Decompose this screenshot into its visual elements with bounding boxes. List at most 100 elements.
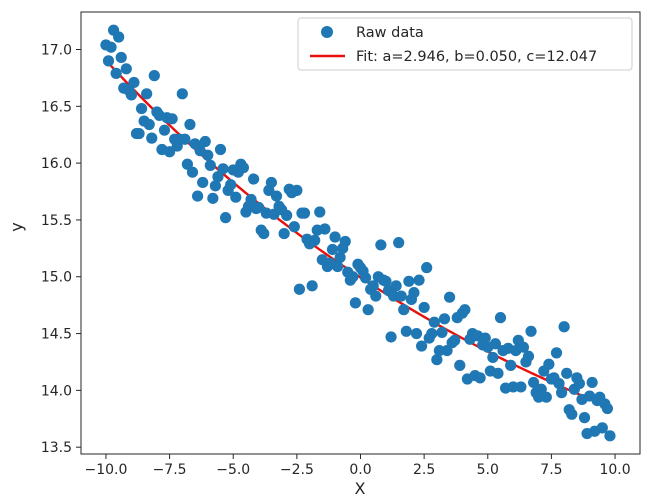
data-point <box>291 184 303 196</box>
data-point <box>293 283 306 295</box>
data-point <box>209 180 221 192</box>
data-point <box>128 76 140 89</box>
data-point <box>370 290 382 302</box>
data-point <box>398 304 410 316</box>
data-point <box>143 118 155 131</box>
data-point <box>230 191 242 203</box>
x-tick-label: 2.5 <box>413 462 435 478</box>
x-tick-label: −2.5 <box>280 462 314 478</box>
data-point <box>408 287 420 299</box>
data-point <box>219 212 232 224</box>
data-point <box>115 51 127 64</box>
data-point <box>186 166 199 178</box>
data-point <box>245 193 257 206</box>
data-point <box>339 235 351 248</box>
y-tick-label: 14.5 <box>41 327 72 343</box>
data-point <box>148 70 160 82</box>
data-point <box>492 367 504 379</box>
x-tick-label: 10.0 <box>599 462 630 478</box>
data-point <box>105 41 117 53</box>
data-point <box>418 301 430 314</box>
x-tick-label: −7.5 <box>153 462 187 478</box>
data-point <box>146 132 158 144</box>
data-point <box>395 290 407 302</box>
data-point <box>431 354 443 366</box>
data-point <box>494 312 507 324</box>
data-point <box>204 159 216 171</box>
y-axis: 13.5 14.0 14.5 15.0 15.5 16.0 16.5 17.0 <box>41 42 81 456</box>
data-point <box>281 209 293 221</box>
data-point <box>125 89 137 101</box>
data-point <box>413 274 425 286</box>
data-point <box>334 251 346 264</box>
data-point <box>133 127 145 140</box>
data-point <box>179 133 191 145</box>
data-point <box>166 113 178 125</box>
data-point <box>176 88 188 100</box>
y-axis-label: y <box>7 222 26 231</box>
data-point <box>489 338 502 350</box>
data-point <box>400 325 412 337</box>
data-point <box>217 163 229 175</box>
data-point <box>375 239 387 251</box>
y-tick-label: 16.5 <box>41 99 72 115</box>
data-point <box>359 272 372 284</box>
x-tick-label: 7.5 <box>540 462 562 478</box>
data-point <box>528 376 540 389</box>
data-point <box>596 422 608 434</box>
data-point <box>199 135 211 148</box>
data-point <box>212 171 224 183</box>
data-point <box>385 331 397 343</box>
data-point <box>326 243 339 256</box>
data-point <box>390 280 402 292</box>
x-axis: −10.0 −7.5 −5.0 −2.5 0.0 2.5 5.0 7.5 10.0 <box>84 454 631 478</box>
data-point <box>258 227 270 240</box>
data-point <box>393 237 405 249</box>
y-tick-label: 15.0 <box>41 270 72 286</box>
data-point <box>550 347 563 359</box>
data-point <box>237 162 250 174</box>
data-point <box>247 173 260 185</box>
data-point <box>604 430 616 442</box>
legend: Raw data Fit: a=2.946, b=0.050, c=12.047 <box>297 17 633 71</box>
data-point <box>120 63 132 75</box>
data-point <box>110 67 122 79</box>
data-point <box>601 402 614 415</box>
x-tick-label: −5.0 <box>216 462 250 478</box>
x-axis-label: X <box>355 479 366 498</box>
legend-raw-data-label: Raw data <box>356 25 424 41</box>
data-point <box>474 372 486 384</box>
data-point <box>319 223 331 235</box>
data-points-layer <box>100 24 616 442</box>
data-point <box>441 345 453 357</box>
data-point <box>543 358 555 370</box>
data-point <box>367 280 379 292</box>
data-point <box>184 118 196 131</box>
data-point <box>181 158 193 170</box>
legend-raw-data-marker <box>321 26 333 38</box>
data-point <box>265 176 278 189</box>
x-tick-label: 5.0 <box>477 462 499 478</box>
data-point <box>558 321 570 333</box>
data-point <box>438 313 451 325</box>
data-point <box>347 271 359 283</box>
data-point <box>540 391 552 403</box>
data-point <box>278 227 290 240</box>
data-point <box>479 332 491 344</box>
data-point <box>214 143 227 156</box>
data-point <box>362 304 374 316</box>
data-point <box>428 316 440 328</box>
data-point <box>102 55 115 67</box>
data-point <box>415 340 428 352</box>
data-point <box>225 179 237 191</box>
data-point <box>421 262 433 274</box>
legend-frame <box>297 17 633 71</box>
data-point <box>586 376 598 389</box>
data-point <box>314 206 326 218</box>
legend-fit-label: Fit: a=2.946, b=0.050, c=12.047 <box>356 49 597 65</box>
data-point <box>331 260 344 273</box>
y-tick-label: 14.0 <box>41 383 72 399</box>
y-tick-label: 15.5 <box>41 213 72 229</box>
data-point <box>207 192 219 204</box>
data-point <box>197 176 209 189</box>
